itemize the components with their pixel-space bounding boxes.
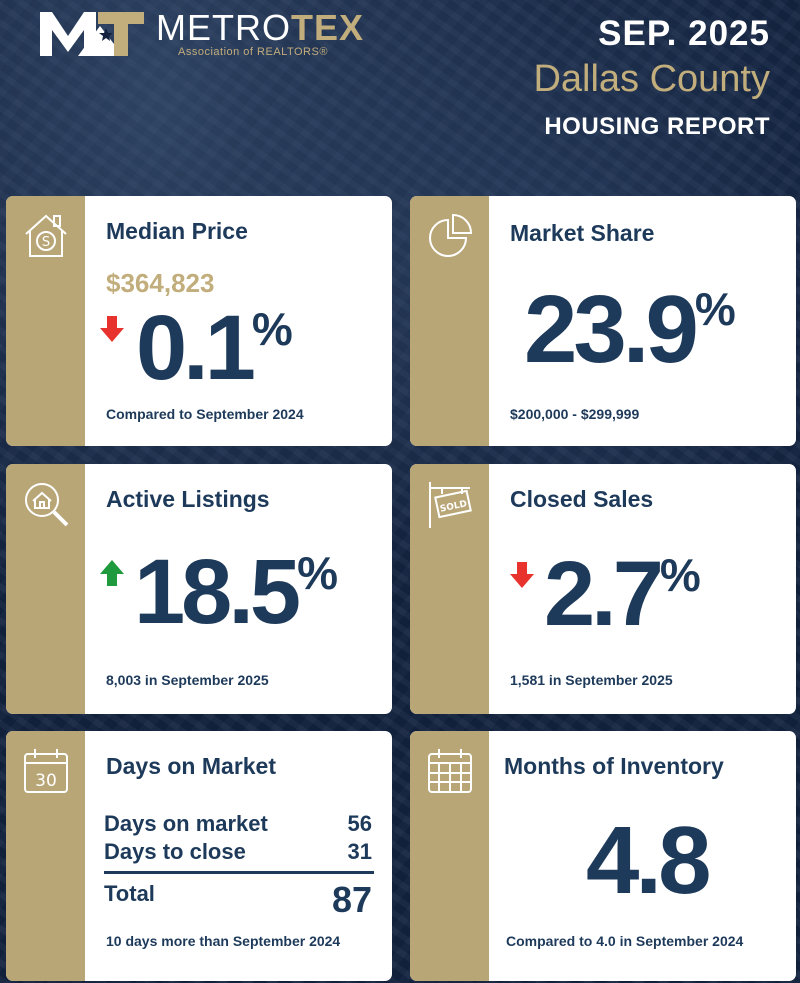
months-of-inventory-card: Months of Inventory 4.8 Compared to 4.0 … <box>410 731 796 981</box>
calendar-30-icon: 30 <box>24 749 68 793</box>
card-accent-band <box>410 464 489 714</box>
median-price-value: $364,823 <box>106 268 215 298</box>
report-header: METROTEX Association of REALTORS® SEP. 2… <box>0 0 800 190</box>
total-divider <box>104 871 374 874</box>
card-accent-band <box>6 196 85 446</box>
brand-name: METROTEX <box>156 7 365 48</box>
sold-sign-icon: SOLD <box>429 482 472 528</box>
house-dollar-icon: S <box>25 214 67 257</box>
down-arrow-icon <box>100 316 124 342</box>
down-arrow-icon <box>510 562 534 588</box>
house-search-icon <box>25 483 69 527</box>
median-price-card: S Median Price $364,823 0.1% Compared to… <box>6 196 392 446</box>
market-share-card: Market Share 23.9% $200,000 - $299,999 <box>410 196 796 446</box>
card-title: Months of Inventory <box>504 753 724 779</box>
card-footnote: 8,003 in September 2025 <box>106 672 269 688</box>
svg-text:S: S <box>42 235 50 250</box>
card-footnote: $200,000 - $299,999 <box>510 406 640 422</box>
report-date: SEP. 2025 <box>598 14 770 53</box>
card-title: Market Share <box>510 220 655 246</box>
card-title: Median Price <box>106 218 248 244</box>
up-arrow-icon <box>100 560 124 586</box>
metrotex-logo: METROTEX Association of REALTORS® <box>38 6 378 61</box>
report-type: HOUSING REPORT <box>544 113 770 140</box>
closed-sales-card: SOLD Closed Sales 2.7% 1,581 in Septembe… <box>410 464 796 714</box>
card-title: Closed Sales <box>510 486 654 512</box>
calendar-grid-icon <box>428 749 472 793</box>
median-price-change: 0.1% <box>136 297 293 399</box>
closed-sales-change: 2.7% <box>544 543 701 645</box>
card-footnote: Compared to 4.0 in September 2024 <box>506 933 744 949</box>
card-footnote: 1,581 in September 2025 <box>510 672 673 688</box>
metrotex-logo-mark-icon <box>40 12 144 56</box>
svg-text:30: 30 <box>35 771 57 791</box>
card-footnote: Compared to September 2024 <box>106 406 304 422</box>
county-name: Dallas County <box>533 58 770 100</box>
market-share-value: 23.9% <box>524 276 736 383</box>
pie-chart-icon <box>429 213 473 257</box>
card-title: Days on Market <box>106 753 277 779</box>
card-accent-band <box>6 731 85 981</box>
months-of-inventory-value: 4.8 <box>586 807 711 914</box>
card-accent-band <box>6 464 85 714</box>
days-on-market-card: 30 Days on Market Days on market 56 Days… <box>6 731 392 981</box>
brand-subtitle: Association of REALTORS® <box>178 46 328 58</box>
card-title: Active Listings <box>106 486 270 512</box>
active-listings-card: Active Listings 18.5% 8,003 in September… <box>6 464 392 714</box>
card-footnote: 10 days more than September 2024 <box>106 933 341 949</box>
active-listings-change: 18.5% <box>134 541 338 643</box>
